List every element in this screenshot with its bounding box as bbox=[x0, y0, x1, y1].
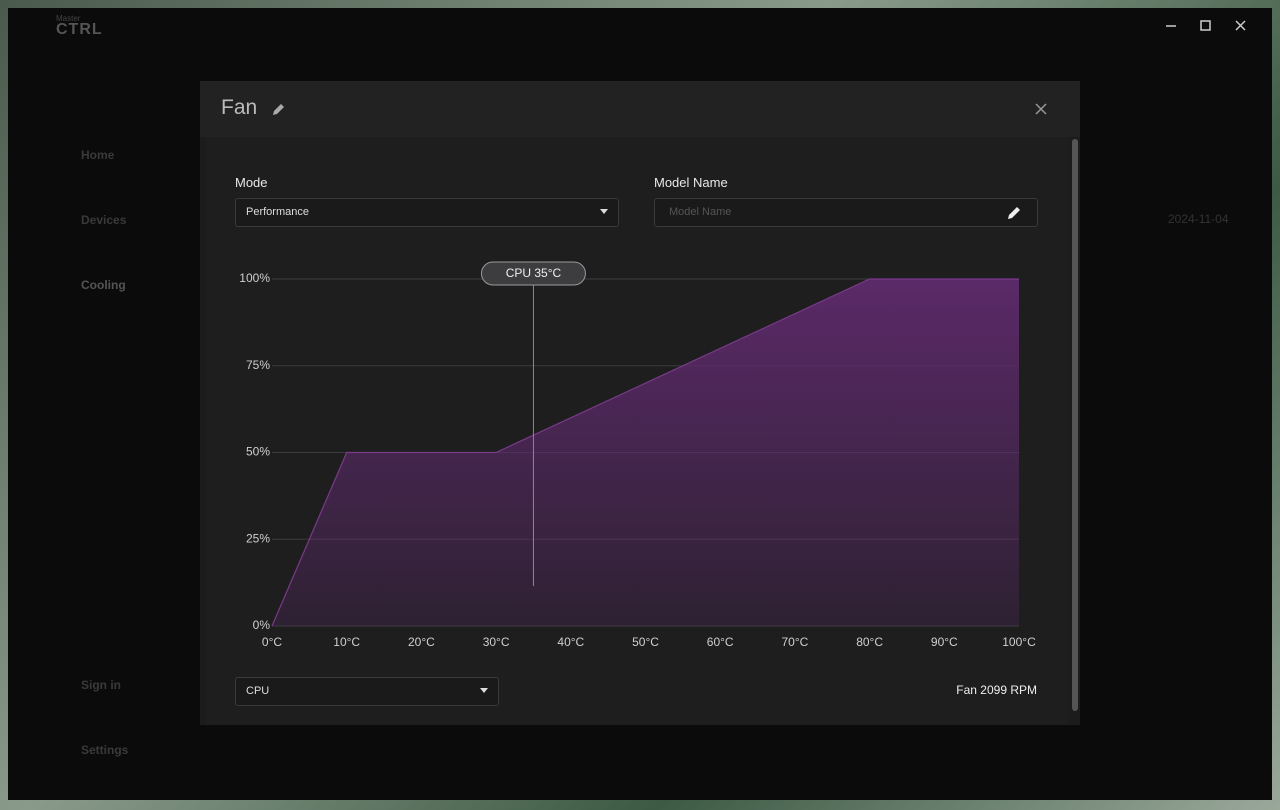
y-tick-label: 0% bbox=[253, 618, 271, 632]
logo: CTRL bbox=[56, 21, 103, 38]
x-tick-label: 60°C bbox=[707, 635, 734, 649]
edit-icon[interactable] bbox=[271, 101, 287, 117]
x-tick-label: 20°C bbox=[408, 635, 435, 649]
x-tick-label: 70°C bbox=[781, 635, 808, 649]
fan-curve-chart[interactable]: 0% 25% 50% 75% 100% 0°C 10°C 20°C 30°C 40°C 50°C 60… bbox=[220, 255, 1060, 665]
scrollbar[interactable] bbox=[1072, 139, 1078, 711]
curve-line bbox=[271, 278, 1019, 627]
x-tick-label: 100°C bbox=[1002, 635, 1036, 649]
x-tick-label: 50°C bbox=[632, 635, 659, 649]
x-tick-label: 0°C bbox=[262, 635, 282, 649]
dropdown-arrow bbox=[480, 688, 488, 693]
nav-item[interactable]: Home bbox=[81, 148, 115, 162]
x-tick-label: 40°C bbox=[557, 635, 584, 649]
mode-value: Performance bbox=[246, 206, 309, 218]
x-tick-label: 80°C bbox=[856, 635, 883, 649]
fan-status: Fan 2099 RPM bbox=[956, 683, 1037, 697]
cursor-pill bbox=[480, 261, 586, 286]
date: 2024-11-04 bbox=[1168, 212, 1229, 226]
logo-small: Master bbox=[56, 14, 81, 23]
nav-item[interactable]: Settings bbox=[81, 743, 129, 757]
source-select[interactable]: CPU bbox=[235, 677, 499, 706]
curve-area bbox=[272, 279, 1019, 626]
y-tick-label: 100% bbox=[239, 271, 270, 285]
window-controls[interactable] bbox=[1158, 16, 1258, 36]
edit-icon[interactable] bbox=[1007, 205, 1022, 220]
dropdown-arrow bbox=[600, 209, 608, 214]
model-input[interactable]: Model Name bbox=[654, 198, 1038, 227]
cursor-label: CPU 35°C bbox=[506, 266, 562, 280]
x-tick-label: 10°C bbox=[333, 635, 360, 649]
nav-item[interactable]: Sign in bbox=[81, 678, 121, 692]
x-tick-label: 30°C bbox=[483, 635, 510, 649]
nav-item[interactable]: Devices bbox=[81, 213, 127, 227]
y-tick-label: 25% bbox=[246, 531, 270, 545]
y-tick-label: 75% bbox=[246, 358, 270, 372]
mode-label: Mode bbox=[235, 175, 268, 190]
model-label: Model Name bbox=[654, 175, 728, 190]
model-placeholder: Model Name bbox=[669, 206, 732, 218]
source-value: CPU bbox=[246, 685, 270, 697]
y-tick-label: 50% bbox=[246, 445, 270, 459]
mode-select[interactable]: Performance bbox=[235, 198, 619, 227]
dialog-title: Fan bbox=[221, 96, 258, 119]
x-tick-label: 90°C bbox=[931, 635, 958, 649]
close-button[interactable] bbox=[1034, 102, 1048, 116]
nav-item[interactable]: Cooling bbox=[81, 278, 126, 292]
dialog-header: Fan bbox=[200, 81, 1080, 137]
